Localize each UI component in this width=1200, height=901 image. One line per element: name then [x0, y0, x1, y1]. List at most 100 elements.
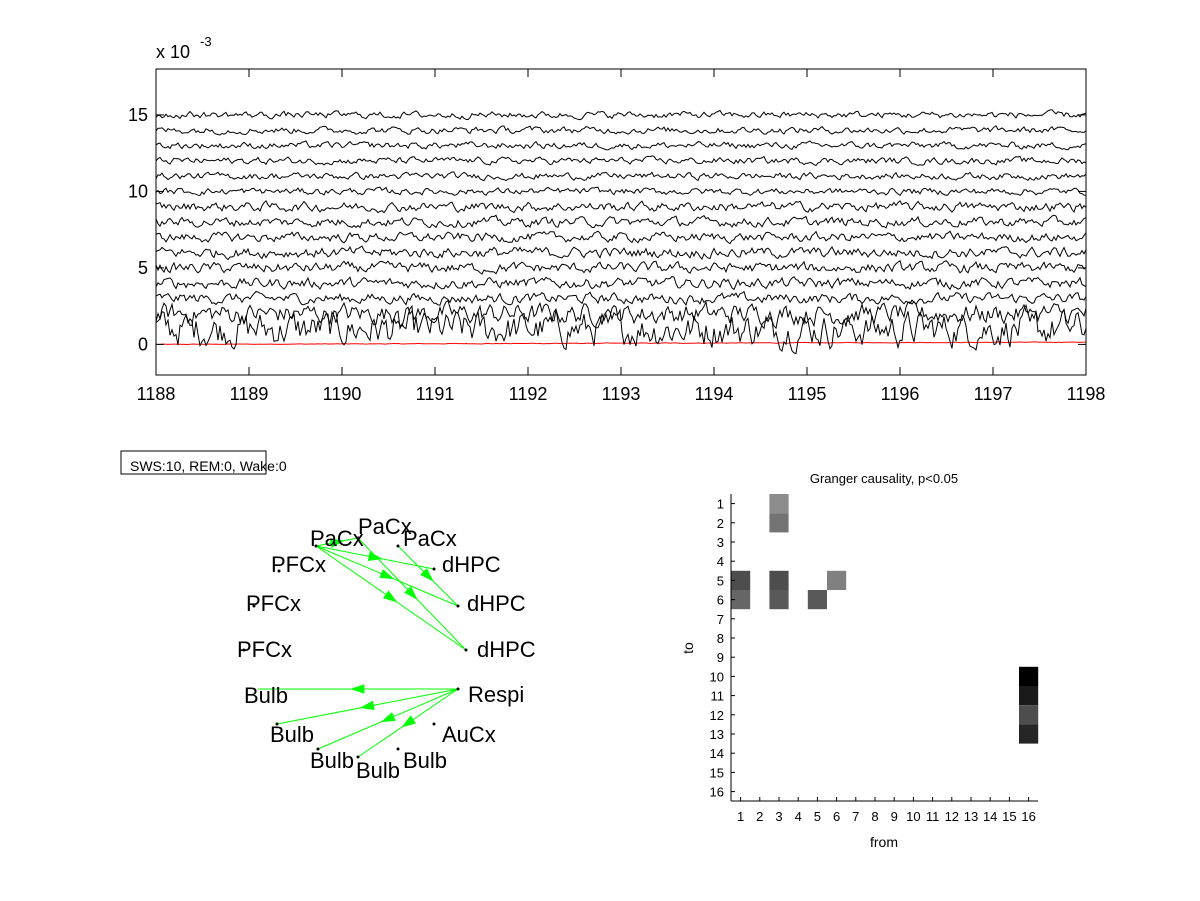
network-edge-arrow	[380, 712, 396, 723]
network-node-label: dHPC	[442, 552, 501, 577]
granger-x-tick-label: 15	[1002, 809, 1016, 824]
granger-y-tick-label: 9	[717, 650, 724, 665]
granger-y-tick-label: 16	[710, 785, 724, 800]
network-node-label: PaCx	[403, 526, 457, 551]
network-node-label: Bulb	[403, 748, 447, 773]
granger-x-tick-label: 16	[1021, 809, 1035, 824]
network-edge-arrow	[404, 586, 418, 600]
state-box-label: SWS:10, REM:0, Wake:0	[130, 458, 287, 474]
granger-x-tick-label: 13	[964, 809, 978, 824]
trace-y-ticks: 0 5 10 15	[128, 105, 1086, 354]
granger-y-tick-label: 15	[710, 765, 724, 780]
granger-x-tick-label: 11	[926, 809, 940, 824]
network-node-label: PFCx	[271, 552, 326, 577]
network-node-label: Bulb	[270, 722, 314, 747]
trace-x-tick-label: 1196	[881, 384, 920, 404]
network-node-dot	[396, 747, 400, 751]
exponent-label: x 10	[156, 42, 190, 62]
granger-cells	[731, 494, 1039, 744]
trace-line-2	[155, 303, 1087, 355]
granger-y-tick-label: 4	[717, 554, 724, 569]
granger-x-tick-label: 5	[814, 809, 821, 824]
granger-cell	[769, 570, 789, 590]
trace-x-tick-label: 1192	[509, 384, 548, 404]
trace-line-1	[155, 341, 1086, 345]
granger-x-tick-label: 12	[945, 809, 959, 824]
granger-x-tick-label: 8	[871, 809, 878, 824]
network-edge-arrow	[401, 715, 416, 728]
granger-cell	[1019, 724, 1039, 744]
granger-cell	[769, 590, 789, 610]
network-node-label: dHPC	[467, 591, 526, 616]
granger-title: Granger causality, p<0.05	[810, 471, 958, 486]
granger-y-tick-label: 10	[710, 669, 724, 684]
granger-cell	[731, 590, 751, 610]
trace-line-6	[155, 259, 1087, 275]
network-node-label: Bulb	[356, 758, 400, 783]
state-box	[120, 450, 267, 475]
granger-cell	[1019, 705, 1039, 725]
network-node-dot	[277, 569, 281, 573]
network-node-dot	[314, 544, 318, 548]
trace-line-14	[155, 140, 1087, 151]
granger-cell	[827, 570, 847, 590]
granger-y-tick-label: 12	[710, 708, 724, 723]
trace-x-tick-label: 1197	[974, 384, 1013, 404]
granger-x-tick-label: 7	[852, 809, 859, 824]
trace-line-4	[155, 290, 1087, 306]
trace-line-9	[155, 214, 1087, 229]
trace-line-5	[155, 275, 1087, 291]
network-node-label: AuCx	[442, 722, 496, 747]
granger-y-tick-label: 6	[717, 593, 724, 608]
trace-line-3	[155, 299, 1087, 330]
network-panel: SWS:10, REM:0, Wake:0 RespiAuCxBulbBulbB…	[120, 450, 536, 783]
trace-line-15	[155, 125, 1087, 136]
granger-cell	[1019, 686, 1039, 706]
trace-line-7	[155, 245, 1087, 261]
granger-y-tick-label: 14	[710, 746, 724, 761]
granger-x-tick-label: 2	[756, 809, 763, 824]
granger-y-tick-label: 5	[717, 573, 724, 588]
trace-line-10	[155, 199, 1087, 214]
network-node-dot	[432, 567, 436, 571]
granger-y-tick-label: 2	[717, 516, 724, 531]
network-node-dot	[432, 722, 436, 726]
network-edge-arrow	[379, 569, 395, 580]
trace-line-8	[155, 230, 1087, 245]
trace-line-13	[155, 155, 1087, 166]
network-node-label: PFCx	[246, 591, 301, 616]
granger-x-tick-label: 14	[983, 809, 997, 824]
trace-y-tick-label: 15	[128, 105, 148, 125]
network-node-dot	[464, 648, 468, 652]
network-node-label: Respi	[468, 682, 524, 707]
granger-y-tick-label: 11	[711, 689, 725, 704]
trace-x-tick-label: 1189	[230, 384, 269, 404]
network-edge-arrow	[383, 590, 398, 603]
trace-line-11	[155, 186, 1087, 197]
network-node-label: Bulb	[310, 748, 354, 773]
network-node-dot	[456, 687, 460, 691]
granger-cell	[769, 494, 789, 514]
granger-xlabel: from	[870, 834, 898, 850]
network-node-dot	[252, 604, 256, 608]
trace-x-tick-label: 1191	[416, 384, 455, 404]
granger-x-tick-label: 10	[906, 809, 920, 824]
network-edge-arrow	[420, 568, 434, 582]
granger-y-tick-label: 8	[717, 631, 724, 646]
granger-y-tick-label: 3	[717, 535, 724, 550]
network-edge-arrow	[350, 684, 365, 694]
granger-x-tick-label: 1	[737, 809, 744, 824]
network-node-label: dHPC	[477, 637, 536, 662]
granger-y-tick-label: 13	[710, 727, 724, 742]
trace-x-ticks: 1188 1189 1190 1191 1192 1193 1194 1195 1196 1197…	[137, 69, 1106, 404]
trace-x-tick-label: 1195	[788, 384, 827, 404]
network-nodes: RespiAuCxBulbBulbBulbBulbPFCxPFCxPFCxPaC…	[237, 514, 536, 783]
granger-ylabel: to	[680, 642, 696, 654]
granger-x-tick-label: 3	[775, 809, 782, 824]
trace-line-16	[155, 109, 1087, 121]
trace-y-tick-label: 0	[138, 334, 148, 354]
granger-cell	[1019, 666, 1039, 686]
trace-x-tick-label: 1190	[323, 384, 362, 404]
trace-x-tick-label: 1198	[1067, 384, 1106, 404]
